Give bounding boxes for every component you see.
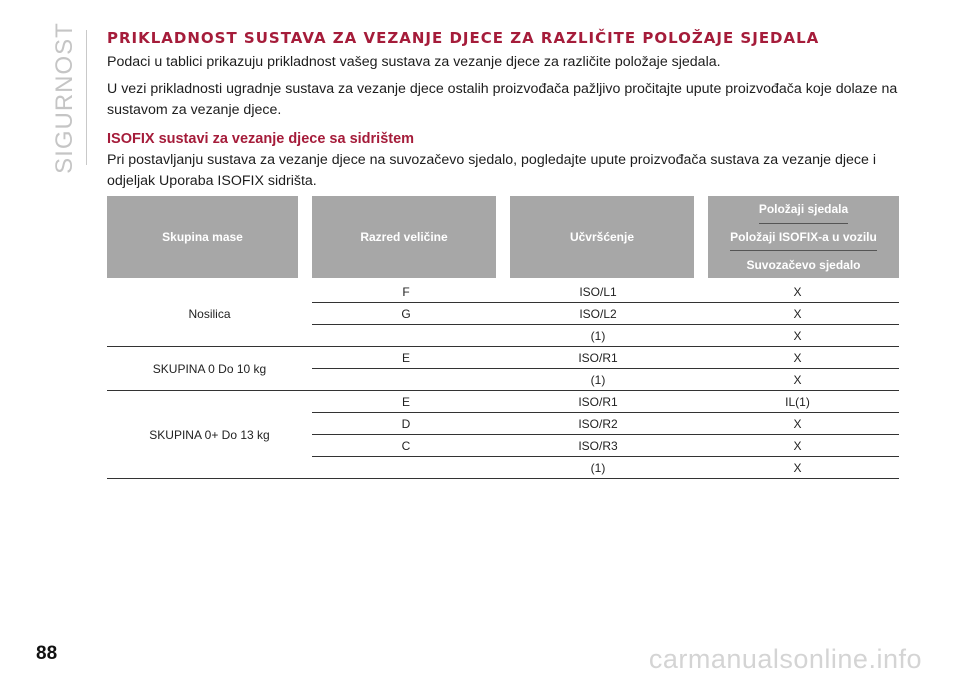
passenger-seat-cell: X: [793, 438, 802, 453]
fixture-cell: ISO/R1: [578, 350, 618, 365]
table-row: E ISO/R1 X: [312, 347, 899, 368]
table-group: Nosilica F ISO/L1 X G ISO/L2 X (1) X: [107, 281, 899, 347]
header-fixture: Učvršćenje: [510, 196, 694, 278]
page-number: 88: [36, 643, 58, 664]
table-row: (1) X: [312, 456, 899, 478]
group-rows: F ISO/L1 X G ISO/L2 X (1) X: [312, 281, 899, 346]
table-header: Skupina mase Razred veličine Učvršćenje …: [107, 196, 899, 278]
fixture-cell: (1): [590, 460, 606, 475]
header-size-class: Razred veličine: [312, 196, 496, 278]
size-cell: G: [401, 306, 411, 321]
size-cell: D: [401, 416, 411, 431]
fixture-cell: (1): [590, 372, 606, 387]
table-row: E ISO/R1 IL(1): [312, 391, 899, 412]
isofix-subheading: ISOFIX sustavi za vezanje djece sa sidri…: [107, 131, 415, 147]
group-label: SKUPINA 0+ Do 13 kg: [149, 427, 270, 442]
passenger-seat-cell: X: [793, 306, 802, 321]
table-body: Nosilica F ISO/L1 X G ISO/L2 X (1) X SKUPINA 0 Do…: [107, 281, 899, 479]
section-side-label: SIGURNOST: [50, 22, 80, 174]
fixture-cell: ISO/R3: [578, 438, 618, 453]
table-row: D ISO/R2 X: [312, 412, 899, 434]
side-divider: [86, 30, 87, 165]
fixture-cell: ISO/L2: [579, 306, 617, 321]
fixture-cell: (1): [590, 328, 606, 343]
table-row: (1) X: [312, 324, 899, 346]
size-cell: C: [401, 438, 411, 453]
table-row: C ISO/R3 X: [312, 434, 899, 456]
fixture-cell: ISO/R1: [578, 394, 618, 409]
passenger-seat-cell: X: [793, 350, 802, 365]
page-title: PRIKLADNOST SUSTAVA ZA VEZANJE DJECE ZA …: [107, 29, 820, 47]
passenger-seat-cell: IL(1): [785, 394, 810, 409]
header-seat-positions: Položaji sjedala Položaji ISOFIX-a u voz…: [708, 196, 899, 278]
passenger-seat-cell: X: [793, 284, 802, 299]
watermark: carmanualsonline.info: [648, 644, 922, 674]
third-party-paragraph: U vezi prikladnosti ugradnje sustava za …: [107, 81, 898, 118]
section-side-label-text: SIGURNOST: [51, 21, 78, 174]
passenger-seat-cell: X: [793, 328, 802, 343]
group-rows: E ISO/R1 IL(1) D ISO/R2 X C ISO/R3 X (1) X: [312, 391, 899, 478]
passenger-seat-cell: X: [793, 372, 802, 387]
suitability-table: Skupina mase Razred veličine Učvršćenje …: [107, 196, 899, 479]
header-isofix-positions: Položaji ISOFIX-a u vozilu: [730, 224, 877, 252]
intro-paragraph: Podaci u tablici prikazuju prikladnost v…: [107, 54, 721, 70]
header-mass-group: Skupina mase: [107, 196, 298, 278]
table-row: (1) X: [312, 368, 899, 390]
header-passenger-seat: Suvozačevo sjedalo: [746, 257, 861, 272]
group-label: Nosilica: [188, 306, 231, 321]
fixture-cell: ISO/R2: [578, 416, 618, 431]
header-seat-positions-label: Položaji sjedala: [758, 196, 849, 224]
table-group: SKUPINA 0+ Do 13 kg E ISO/R1 IL(1) D ISO/R2 X C…: [107, 391, 899, 479]
isofix-paragraph: Pri postavljanju sustava za vezanje djec…: [107, 152, 876, 189]
passenger-seat-cell: X: [793, 460, 802, 475]
main-content: PRIKLADNOST SUSTAVA ZA VEZANJE DJECE ZA …: [107, 31, 899, 192]
table-row: F ISO/L1 X: [312, 281, 899, 302]
size-cell: F: [402, 284, 410, 299]
size-cell: E: [401, 350, 410, 365]
fixture-cell: ISO/L1: [579, 284, 617, 299]
group-label: SKUPINA 0 Do 10 kg: [152, 361, 267, 376]
table-group: SKUPINA 0 Do 10 kg E ISO/R1 X (1) X: [107, 347, 899, 391]
group-rows: E ISO/R1 X (1) X: [312, 347, 899, 390]
table-row: G ISO/L2 X: [312, 302, 899, 324]
size-cell: E: [401, 394, 410, 409]
passenger-seat-cell: X: [793, 416, 802, 431]
